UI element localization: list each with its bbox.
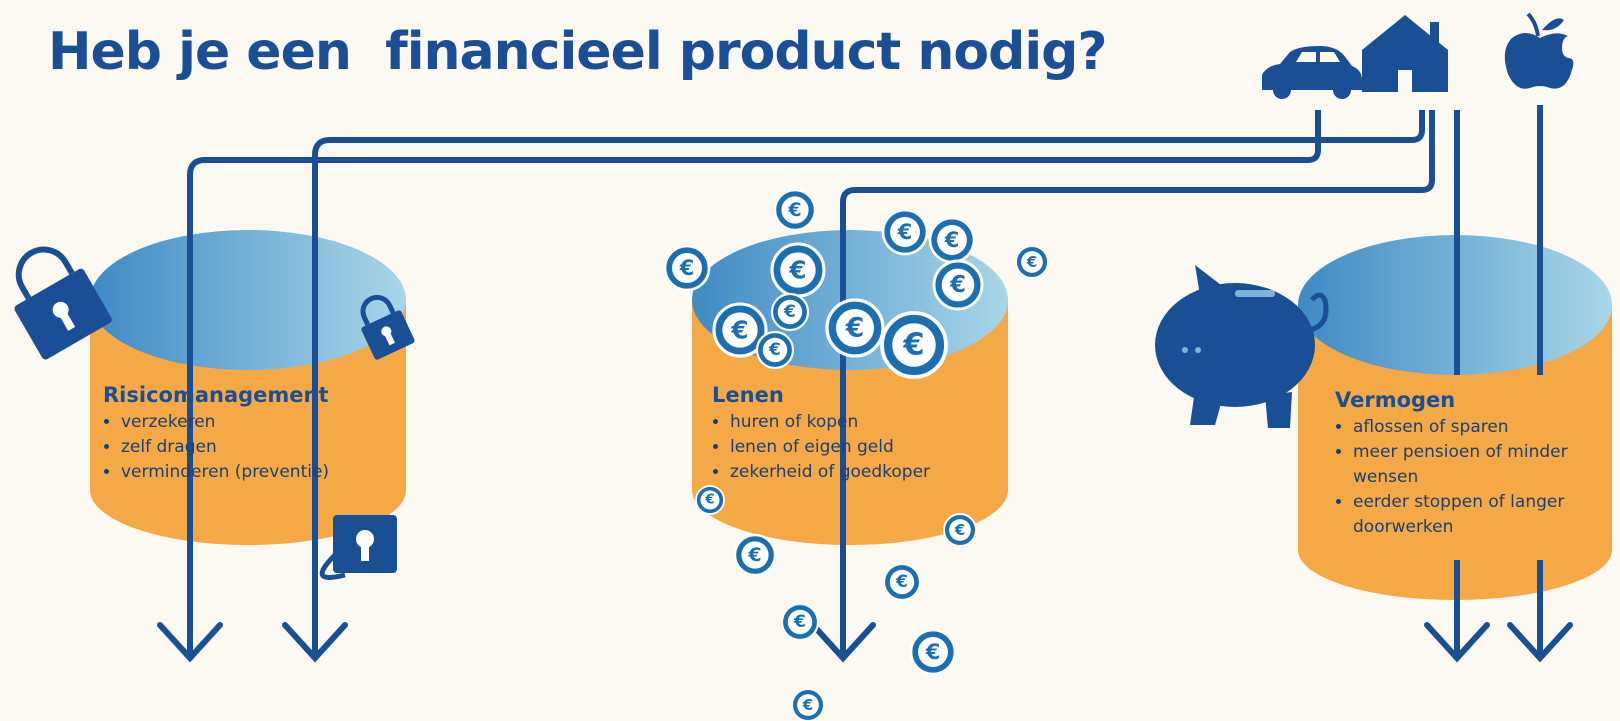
car-icon	[1262, 46, 1362, 99]
container-items: aflossen of sparenmeer pensioen of minde…	[1335, 415, 1570, 540]
coin-symbol: €	[1026, 253, 1038, 271]
coin: €	[782, 604, 818, 640]
container-item: zekerheid of goedkoper	[730, 460, 1002, 485]
coin-symbol: €	[949, 272, 966, 298]
container-text: Vermogenaflossen of sparenmeer pensioen …	[1335, 388, 1570, 540]
coin: €	[792, 689, 824, 721]
arrow-heads	[160, 625, 1570, 658]
coin-symbol: €	[788, 256, 806, 285]
container-item: aflossen of sparen	[1353, 415, 1570, 440]
coin: €	[772, 244, 824, 296]
coin: €	[665, 246, 709, 290]
container-label: Vermogen	[1335, 388, 1570, 413]
coin-symbol: €	[925, 640, 941, 664]
container-text: Risicomanagementverzekerenzelf dragenver…	[103, 383, 403, 485]
coin-symbol: €	[895, 572, 908, 592]
container-label: Lenen	[712, 383, 1002, 408]
container-item: verzekeren	[121, 410, 403, 435]
apple-icon	[1505, 14, 1574, 89]
coin: €	[882, 313, 946, 377]
container-item: verminderen (preventie)	[121, 460, 403, 485]
coin-symbol: €	[704, 493, 714, 508]
container-item: huren of kopen	[730, 410, 1002, 435]
coin-symbol: €	[802, 696, 814, 714]
page: €€€€€€€€€€€€€€€€€€€ Heb je een financiee…	[0, 0, 1620, 721]
coin-symbol: €	[845, 313, 865, 344]
coin: €	[772, 294, 808, 330]
coin-symbol: €	[730, 316, 748, 345]
coin-symbol: €	[747, 544, 761, 566]
coin-symbol: €	[944, 228, 960, 252]
coin: €	[930, 218, 974, 262]
coin-symbol: €	[793, 612, 806, 632]
container-items: huren of kopenlenen of eigen geldzekerhe…	[712, 410, 1002, 485]
title: Heb je een financieel product nodig?	[48, 22, 1107, 82]
coin: €	[884, 564, 920, 600]
coin-symbol: €	[768, 340, 781, 360]
container-item: eerder stoppen of langer doorwerken	[1353, 490, 1570, 540]
coin-symbol: €	[787, 199, 801, 221]
container-item: zelf dragen	[121, 435, 403, 460]
house-icon	[1362, 15, 1448, 92]
coin: €	[883, 210, 927, 254]
coin-symbol: €	[679, 256, 695, 280]
coin-symbol: €	[954, 521, 966, 539]
coin-symbol: €	[902, 328, 924, 363]
coin-symbol: €	[783, 302, 796, 322]
container-label: Risicomanagement	[103, 383, 403, 408]
container-text: Lenenhuren of kopenlenen of eigen geldze…	[712, 383, 1002, 485]
diagram: €€€€€€€€€€€€€€€€€€€	[0, 0, 1620, 721]
coin: €	[911, 630, 955, 674]
container-item: lenen of eigen geld	[730, 435, 1002, 460]
coin: €	[696, 486, 724, 514]
coin: €	[1016, 246, 1048, 278]
container-item: meer pensioen of minder wensen	[1353, 440, 1570, 490]
coin: €	[757, 332, 793, 368]
coin-symbol: €	[897, 220, 913, 244]
coin: €	[735, 535, 775, 575]
coin: €	[934, 261, 982, 309]
container-items: verzekerenzelf dragenverminderen (preven…	[103, 410, 403, 485]
coin: €	[944, 514, 976, 546]
coin: €	[775, 190, 815, 230]
coin: €	[827, 300, 883, 356]
